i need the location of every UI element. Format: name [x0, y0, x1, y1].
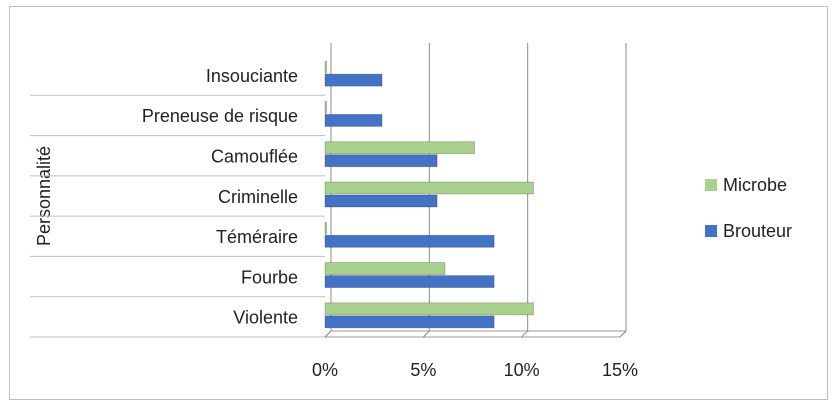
bar [324, 73, 383, 87]
grid-line [521, 43, 529, 338]
y-axis-title: Personnalité [34, 146, 54, 246]
legend-label: Brouteur [723, 221, 792, 241]
y-tick-label: Camouflée [211, 146, 298, 166]
bar [324, 234, 495, 248]
bar [324, 302, 534, 316]
x-tick-label: 5% [410, 360, 436, 380]
x-tick-label: 10% [504, 360, 540, 380]
bar [324, 101, 327, 114]
bar [324, 60, 327, 74]
x-tick-label: 0% [312, 360, 338, 380]
x-tick-label: 15% [602, 360, 638, 380]
bar [324, 194, 438, 208]
legend-swatch [705, 179, 717, 191]
bar [324, 114, 383, 127]
bar [324, 154, 438, 168]
bar [324, 181, 534, 195]
grid-line [324, 43, 332, 338]
bar [324, 221, 327, 235]
y-tick-label: Fourbe [241, 267, 298, 287]
y-tick-label: Insouciante [206, 66, 298, 86]
bar [324, 315, 495, 329]
y-tick-label: Criminelle [218, 187, 298, 207]
bar [324, 275, 495, 288]
grid-line [619, 43, 627, 338]
y-tick-label: Preneuse de risque [142, 106, 298, 126]
y-tick-label: Téméraire [216, 227, 298, 247]
legend-label: Microbe [723, 175, 787, 195]
bar [324, 141, 475, 155]
bar [324, 262, 446, 275]
y-tick-label: Violente [233, 308, 298, 328]
grid-line [422, 43, 430, 338]
legend-swatch [705, 225, 717, 237]
